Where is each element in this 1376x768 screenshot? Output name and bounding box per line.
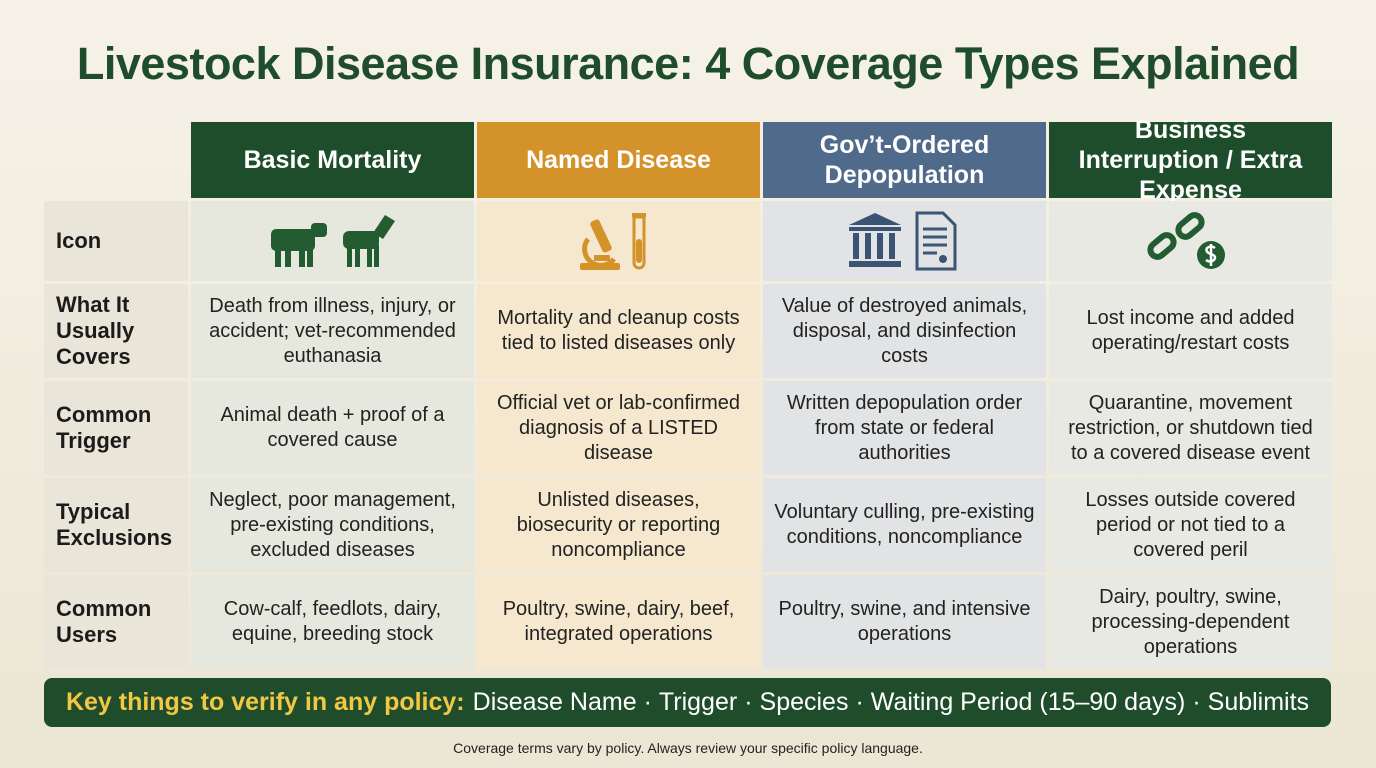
- icon: [579, 213, 646, 270]
- row-label: What It Usually Covers: [44, 284, 188, 378]
- table-cell: Quarantine, movement restriction, or shu…: [1049, 381, 1332, 475]
- key-bar: Key things to verify in any policy: Disea…: [44, 678, 1331, 727]
- table-cell: Neglect, poor management, pre-existing c…: [191, 478, 474, 572]
- table-cell: Written depopulation order from state or…: [763, 381, 1046, 475]
- table-cell: Animal death + proof of a covered cause: [191, 381, 474, 475]
- separator: ·: [643, 688, 652, 716]
- key-label: Key things to verify in any policy:: [65, 688, 465, 716]
- row-label: Common Users: [44, 575, 188, 669]
- table-cell: Poultry, swine, and intensive operations: [763, 575, 1046, 669]
- key-item: Species: [759, 688, 849, 716]
- row-label: Icon: [44, 201, 188, 281]
- column-header: Gov’t-Ordered Depopulation: [763, 122, 1046, 198]
- key-item: Trigger: [658, 688, 738, 716]
- key-item: Sublimits: [1207, 688, 1310, 716]
- icon-cell: [191, 201, 474, 281]
- table-cell: Poultry, swine, dairy, beef, integrated …: [477, 575, 760, 669]
- separator: ·: [1192, 688, 1201, 716]
- corner: [44, 122, 188, 198]
- title: Livestock Disease Insurance: 4 Coverage …: [76, 38, 1300, 89]
- coverage-table: Basic Mortality Named Disease Gov’t-Ordere…: [44, 116, 1332, 669]
- icon: [1146, 212, 1225, 269]
- separator: ·: [744, 688, 753, 716]
- icon-cell: [477, 201, 760, 281]
- table-cell: Losses outside covered period or not tie…: [1049, 478, 1332, 572]
- table-cell: Official vet or lab-confirmed diagnosis …: [477, 381, 760, 475]
- key-item: Waiting Period (15–90 days): [870, 688, 1186, 716]
- row-label: Common Trigger: [44, 381, 188, 475]
- icon: [848, 211, 956, 271]
- footnote: Coverage terms vary by policy. Always re…: [453, 740, 923, 756]
- table-cell: Dairy, poultry, swine, processing-depend…: [1049, 575, 1332, 669]
- table-cell: Lost income and added operating/restart …: [1049, 284, 1332, 378]
- column-header: Basic Mortality: [191, 122, 474, 198]
- table-cell: Value of destroyed animals, disposal, an…: [763, 284, 1046, 378]
- separator: ·: [855, 688, 864, 716]
- table-cell: Unlisted diseases, biosecurity or report…: [477, 478, 760, 572]
- column-header: Business Interruption / Extra Expense: [1049, 116, 1332, 204]
- row-label: Typical Exclusions: [44, 478, 188, 572]
- table-cell: Voluntary culling, pre-existing conditio…: [763, 478, 1046, 572]
- column-header: Named Disease: [477, 122, 760, 198]
- icon: [270, 215, 395, 267]
- icon-cell: [763, 201, 1046, 281]
- table-cell: Death from illness, injury, or accident;…: [191, 284, 474, 378]
- icon-cell: [1049, 201, 1332, 281]
- table-cell: Cow-calf, feedlots, dairy, equine, breed…: [191, 575, 474, 669]
- table-cell: Mortality and cleanup costs tied to list…: [477, 284, 760, 378]
- key-item: Disease Name: [472, 688, 637, 716]
